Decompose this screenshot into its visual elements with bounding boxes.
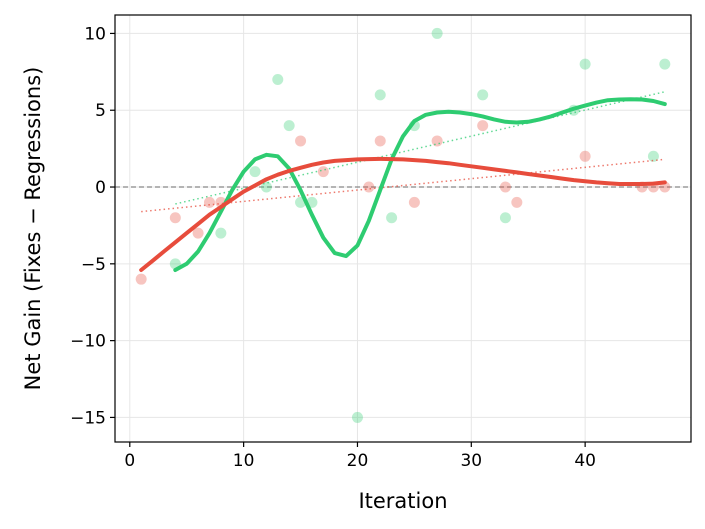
- data-point: [477, 120, 489, 132]
- data-point: [374, 89, 386, 101]
- data-point: [169, 212, 181, 224]
- data-point: [408, 196, 420, 208]
- data-point: [317, 166, 329, 178]
- data-point: [249, 166, 261, 178]
- data-point: [135, 273, 147, 285]
- x-tick-label: 0: [124, 451, 135, 471]
- data-point: [363, 181, 375, 193]
- data-point: [386, 212, 398, 224]
- data-point: [499, 212, 511, 224]
- data-point: [579, 58, 591, 70]
- y-tick-label: −5: [81, 255, 106, 275]
- data-point: [203, 196, 215, 208]
- data-point: [477, 89, 489, 101]
- data-point: [431, 135, 443, 147]
- y-tick-label: 0: [95, 178, 106, 198]
- x-tick-label: 20: [347, 451, 369, 471]
- data-point: [431, 27, 443, 39]
- y-axis-label: Net Gain (Fixes − Regressions): [21, 67, 45, 391]
- data-point: [511, 196, 523, 208]
- x-tick-label: 10: [233, 451, 255, 471]
- data-point: [579, 150, 591, 162]
- data-point: [192, 227, 204, 239]
- ticks: 0 10 20 30 40 −15 −10 −5 0 5 10: [70, 24, 596, 471]
- data-point: [272, 74, 284, 86]
- data-point: [351, 411, 363, 423]
- smooth-curves: [139, 97, 667, 272]
- scatter-points: [135, 27, 671, 423]
- y-tick-label: −15: [70, 408, 106, 428]
- smooth-curve: [139, 156, 667, 272]
- x-tick-label: 30: [460, 451, 482, 471]
- data-point: [374, 135, 386, 147]
- data-point: [647, 150, 659, 162]
- x-tick-label: 40: [574, 451, 596, 471]
- data-point: [283, 120, 295, 132]
- data-point: [295, 135, 307, 147]
- data-point: [499, 181, 511, 193]
- y-tick-label: −10: [70, 332, 106, 352]
- y-tick-label: 5: [95, 101, 106, 121]
- data-point: [659, 58, 671, 70]
- data-point: [215, 227, 227, 239]
- grid: [115, 15, 691, 442]
- plot-frame: [114, 14, 692, 443]
- y-tick-label: 10: [84, 24, 106, 44]
- x-axis-label: Iteration: [358, 489, 447, 513]
- smooth-curve: [173, 97, 667, 272]
